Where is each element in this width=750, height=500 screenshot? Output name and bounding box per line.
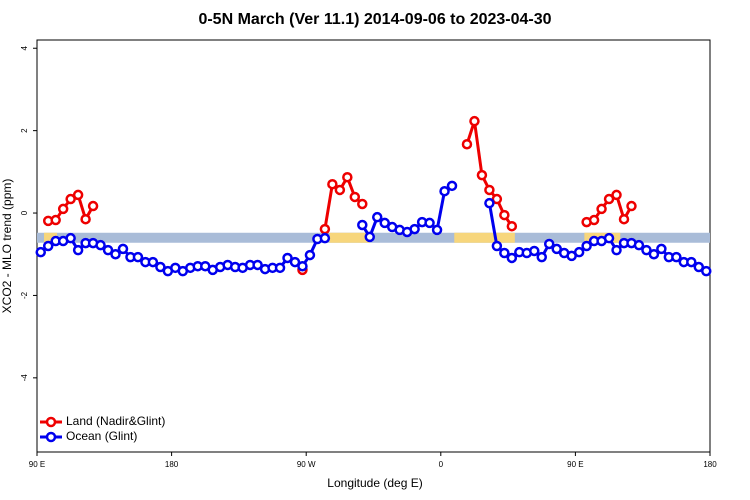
point	[72, 244, 84, 256]
y-axis-label: XCO2 - MLO trend (ppm)	[0, 179, 14, 314]
point	[274, 262, 286, 274]
point	[117, 243, 129, 255]
point	[439, 185, 450, 197]
point	[65, 232, 76, 244]
point	[57, 203, 69, 215]
point	[364, 231, 376, 243]
point	[357, 219, 368, 231]
point	[110, 248, 121, 260]
point	[506, 252, 518, 264]
y-tick-label: -2	[20, 291, 29, 299]
point	[611, 189, 622, 201]
land-band	[454, 232, 515, 243]
point	[304, 249, 316, 261]
point	[641, 244, 652, 256]
point	[431, 224, 443, 236]
point	[633, 239, 645, 251]
legend-marker	[45, 431, 57, 443]
point	[469, 115, 480, 127]
point	[80, 213, 91, 225]
point	[35, 246, 46, 258]
series-line	[48, 119, 633, 230]
point	[626, 200, 637, 212]
land-band	[329, 232, 370, 243]
y-tick-label: 0	[20, 210, 29, 215]
point	[155, 261, 166, 273]
point	[656, 243, 667, 255]
x-tick-label: 90 E	[567, 460, 583, 469]
x-tick-label: 0	[439, 460, 444, 469]
point	[371, 211, 383, 223]
y-tick-label: -4	[20, 374, 29, 382]
point	[446, 180, 458, 192]
point	[334, 184, 346, 196]
point	[573, 246, 585, 258]
x-axis-label: Longitude (deg E)	[327, 476, 422, 490]
point	[357, 198, 368, 210]
point	[536, 251, 547, 263]
legend-marker	[45, 416, 57, 428]
point	[693, 261, 705, 273]
chart-title: 0-5N March (Ver 11.1) 2014-09-06 to 2023…	[198, 11, 551, 28]
legend-label: Land (Nadir&Glint)	[66, 414, 165, 428]
point	[603, 193, 615, 205]
point	[342, 171, 353, 183]
point	[349, 191, 361, 203]
point	[686, 256, 697, 268]
y-tick-label: 4	[20, 45, 29, 50]
point	[42, 240, 54, 252]
x-tick-label: 90 W	[297, 460, 316, 469]
point	[132, 251, 144, 263]
point	[581, 240, 592, 252]
point	[297, 260, 308, 272]
point	[529, 245, 540, 257]
point	[506, 220, 518, 232]
plot-frame	[36, 39, 711, 453]
legend-label: Ocean (Glint)	[66, 429, 137, 443]
point	[87, 200, 99, 212]
point	[102, 244, 114, 256]
x-tick-label: 90 E	[29, 460, 45, 469]
point	[611, 244, 622, 256]
land-band	[44, 232, 58, 243]
point	[147, 256, 159, 268]
y-tick-label: 2	[20, 128, 29, 133]
point	[461, 138, 473, 150]
point	[252, 259, 263, 271]
point	[409, 223, 420, 235]
point	[95, 239, 106, 251]
point	[499, 247, 510, 259]
point	[282, 252, 293, 264]
x-tick-label: 180	[165, 460, 179, 469]
point	[50, 214, 61, 226]
point	[65, 193, 76, 205]
point	[72, 189, 84, 201]
point	[701, 265, 712, 277]
point	[379, 217, 390, 229]
point	[327, 178, 338, 190]
point	[499, 209, 510, 221]
point	[319, 232, 331, 244]
point	[596, 203, 607, 215]
point	[543, 238, 555, 250]
point	[476, 169, 488, 181]
point	[618, 213, 630, 225]
x-tick-label: 180	[703, 460, 717, 469]
point	[484, 184, 495, 196]
point	[491, 193, 503, 205]
point	[491, 240, 503, 252]
point	[588, 214, 600, 226]
point	[424, 217, 435, 229]
point	[289, 256, 301, 268]
point	[648, 248, 660, 260]
point	[319, 223, 331, 235]
point	[551, 243, 562, 255]
point	[484, 197, 495, 209]
point	[671, 251, 682, 263]
point	[603, 232, 615, 244]
